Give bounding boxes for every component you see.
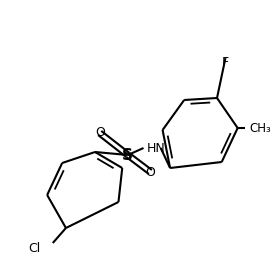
Text: O: O <box>145 166 155 178</box>
Text: S: S <box>122 147 133 162</box>
Text: Cl: Cl <box>28 242 40 255</box>
Text: F: F <box>222 55 229 68</box>
Text: O: O <box>95 126 105 140</box>
Text: HN: HN <box>147 141 165 155</box>
Text: CH₃: CH₃ <box>250 121 272 134</box>
